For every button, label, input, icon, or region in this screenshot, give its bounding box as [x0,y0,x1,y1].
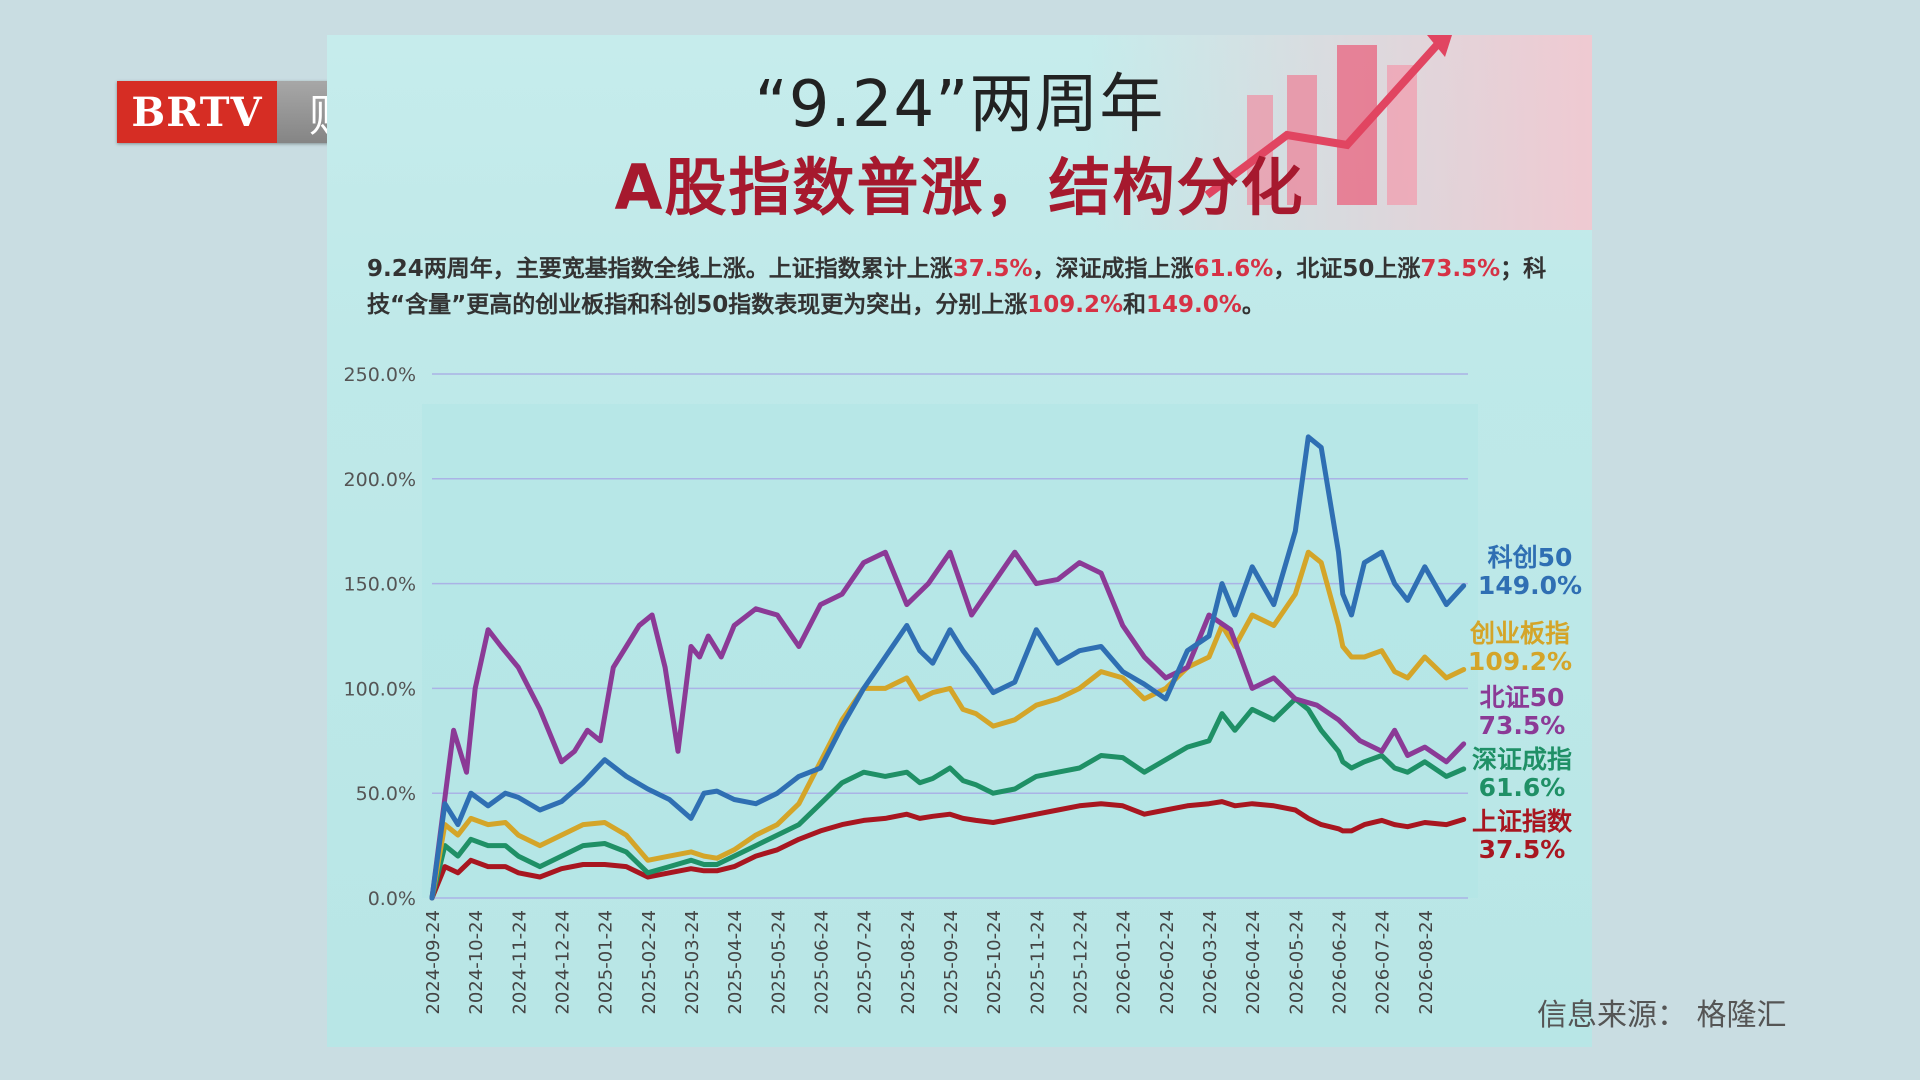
series-line [429,549,1467,901]
x-tick-label: 2025-11-24 [1027,910,1048,1015]
series-name-label: 上证指数 [1472,807,1573,836]
summary-part: 。 [1241,292,1265,318]
summary-part: ，北证50上涨 [1273,256,1421,282]
series-name-label: 科创50 [1488,543,1573,572]
source-note: 信息来源： 格隆汇 [1537,998,1787,1033]
x-tick-label: 2025-10-24 [984,910,1005,1015]
x-tick-label: 2026-01-24 [1114,910,1135,1015]
x-tick-label: 2024-09-24 [423,910,444,1015]
summary-text: 9.24两周年，主要宽基指数全线上涨。上证指数累计上涨37.5%，深证成指上涨6… [367,251,1547,323]
decorative-bars-graphic [1087,35,1592,230]
x-tick-label: 2025-06-24 [812,910,833,1015]
y-tick-label: 50.0% [356,783,416,805]
series-value-label: 37.5% [1479,835,1566,864]
x-tick-label: 2026-08-24 [1416,910,1437,1015]
summary-part: ；科技“含量”更高的创业板指和科创50指数表现更为突出，分别上涨 [367,256,1547,318]
x-tick-label: 2025-05-24 [768,910,789,1015]
summary-value: 61.6% [1193,256,1274,282]
summary-value: 109.2% [1027,292,1124,318]
series-name-label: 北证50 [1480,683,1565,712]
x-tick-label: 2026-03-24 [1200,910,1221,1015]
x-tick-label: 2026-04-24 [1243,910,1264,1015]
x-tick-label: 2025-04-24 [725,910,746,1015]
series-value-label: 109.2% [1468,647,1572,676]
y-tick-label: 0.0% [368,888,416,910]
x-tick-label: 2026-07-24 [1373,910,1394,1015]
x-tick-label: 2025-07-24 [855,910,876,1015]
x-tick-label: 2025-01-24 [596,910,617,1015]
summary-part: 和 [1123,292,1147,318]
series-value-label: 73.5% [1479,711,1566,740]
x-tick-label: 2026-05-24 [1286,910,1307,1015]
x-tick-label: 2026-02-24 [1157,910,1178,1015]
series-line [429,549,1467,901]
summary-value: 149.0% [1146,292,1242,318]
x-tick-label: 2024-10-24 [466,910,487,1015]
x-tick-label: 2026-06-24 [1330,910,1351,1015]
summary-value: 73.5% [1420,256,1501,282]
brand-label: BRTV [117,81,277,143]
y-tick-label: 150.0% [344,574,416,596]
series-line [429,799,1467,901]
x-tick-label: 2025-03-24 [682,910,703,1015]
x-tick-label: 2024-11-24 [509,910,530,1015]
x-tick-label: 2024-12-24 [553,910,574,1015]
chart-subtitle: A股指数普涨，结构分化 [614,151,1305,224]
y-tick-label: 200.0% [344,469,416,491]
series-name-label: 深证成指 [1472,745,1572,774]
x-tick-label: 2025-08-24 [898,910,919,1015]
series-value-label: 149.0% [1478,571,1582,600]
series-line [429,434,1467,901]
y-tick-label: 250.0% [344,364,416,386]
summary-value: 37.5% [952,256,1033,282]
series-name-label: 创业板指 [1469,619,1570,648]
chart-title: “9.24”两周年 [754,68,1165,142]
x-tick-label: 2025-12-24 [1071,910,1092,1015]
series-line [429,696,1467,901]
series-value-label: 61.6% [1479,773,1566,802]
summary-part: ，深证成指上涨 [1032,256,1194,282]
x-tick-label: 2025-02-24 [639,910,660,1015]
summary-part: 9.24两周年，主要宽基指数全线上涨。上证指数累计上涨 [367,256,953,282]
y-tick-label: 100.0% [344,678,416,700]
x-tick-label: 2025-09-24 [941,910,962,1015]
